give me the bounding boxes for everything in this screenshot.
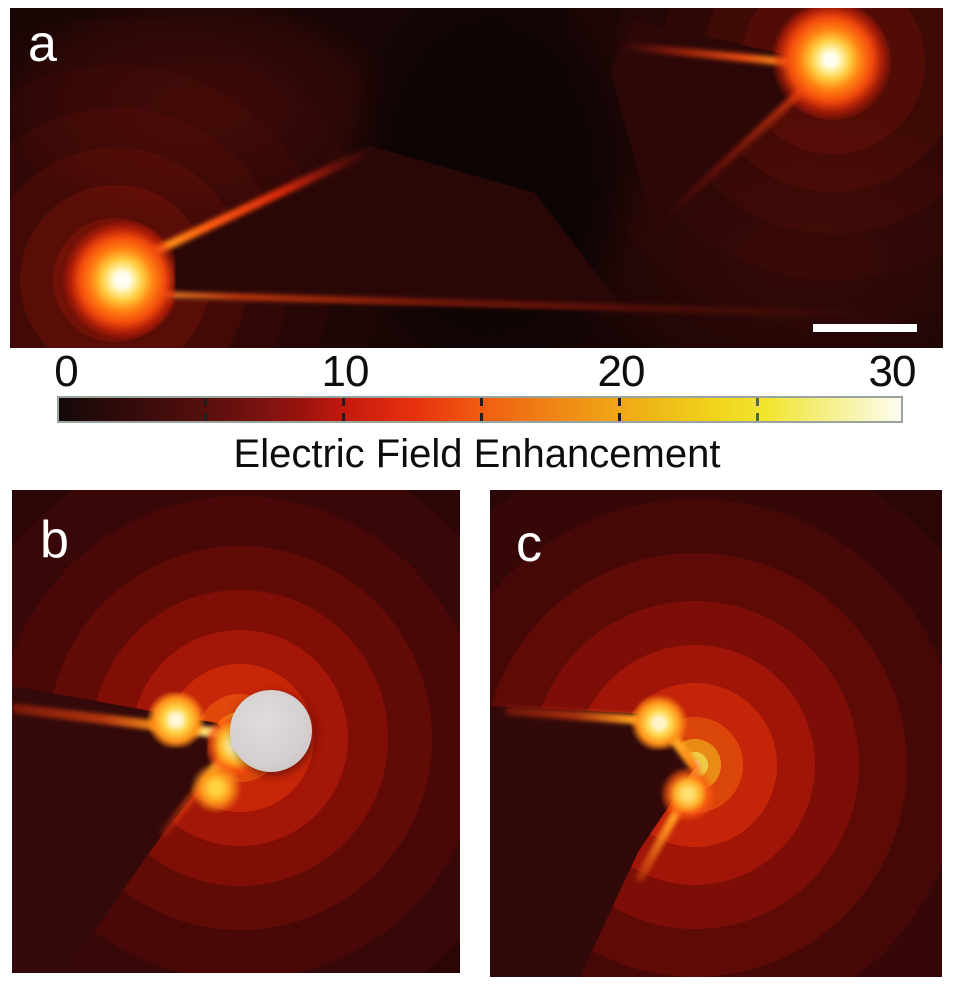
heatmap-panel-c: c	[490, 490, 942, 977]
colorbar-tick-label-30: 30	[868, 347, 917, 396]
panel-b-edge-hotspot	[146, 692, 206, 748]
panel-c-label: c	[516, 515, 542, 573]
colorbar-title: Electric Field Enhancement	[233, 432, 721, 476]
panel-c-lower-hotspot	[660, 767, 716, 821]
panel-a-right-tip-hotspot	[773, 8, 893, 122]
colorbar-gradient	[57, 396, 903, 423]
panel-b-label: b	[40, 511, 69, 569]
panel-a-label: a	[28, 15, 57, 73]
panel-a-left-tip-hotspot	[55, 220, 175, 340]
colorbar-minor-tick-5	[204, 398, 207, 421]
colorbar-tick-label-20: 20	[597, 347, 646, 396]
heatmap-panel-b: b	[12, 490, 460, 973]
nanoparticle-circle	[230, 690, 312, 772]
panel-c-edge-hotspot	[630, 696, 688, 750]
colorbar-minor-tick-25	[756, 398, 759, 421]
colorbar-minor-tick-10	[342, 398, 345, 421]
colorbar-tick-label-10: 10	[321, 347, 370, 396]
colorbar-minor-tick-20	[618, 398, 621, 421]
panel-b-lower-hotspot	[188, 762, 244, 814]
colorbar-minor-tick-15	[480, 398, 483, 421]
scale-bar	[813, 324, 917, 332]
heatmap-panel-a: a	[10, 8, 943, 348]
colorbar-tick-label-0: 0	[54, 347, 79, 396]
